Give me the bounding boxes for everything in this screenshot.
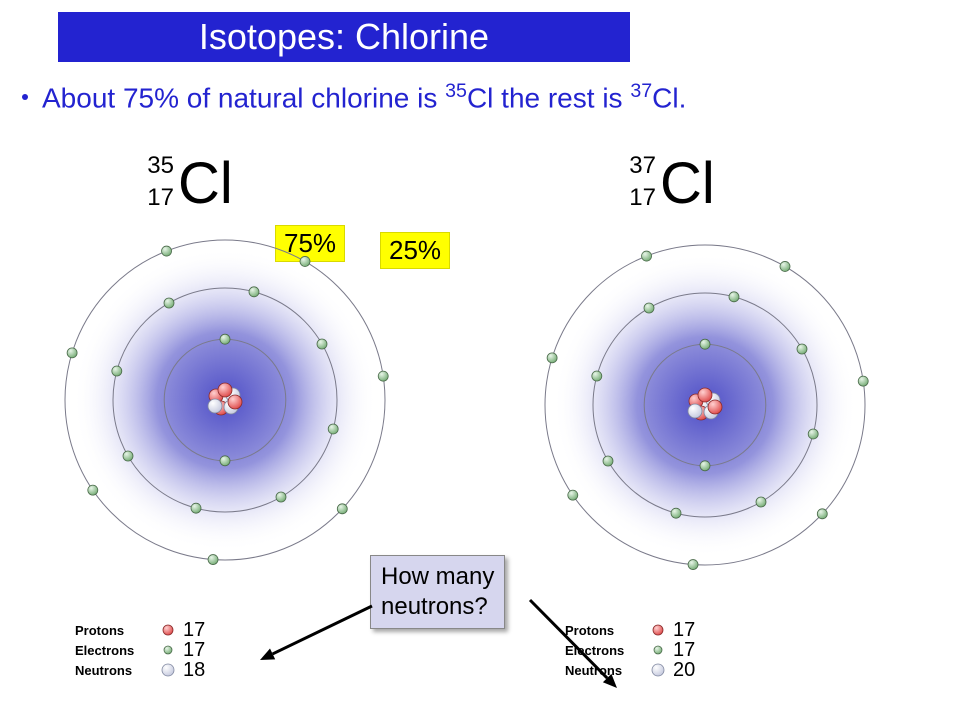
title-bar: Isotopes: Chlorine [58, 12, 630, 62]
legend-label: Neutrons [565, 663, 643, 678]
bullet-sup2: 37 [630, 80, 652, 102]
legend-row: Electrons 17 [75, 640, 213, 660]
legend-row: Neutrons 18 [75, 660, 213, 680]
legend-label: Electrons [565, 643, 643, 658]
isotope-symbol-cl37: 37 17 Cl [660, 150, 715, 217]
mass-number: 37 [629, 152, 660, 180]
question-line2: neutrons? [381, 592, 494, 622]
legend-cl35: Protons 17 Electrons 17 Neutrons 18 [75, 620, 213, 680]
legend-row: Protons 17 [565, 620, 703, 640]
element-symbol: Cl [660, 151, 715, 216]
bullet-text: About 75% of natural chlorine is 35Cl th… [42, 78, 686, 117]
isotope-symbol-cl35: 35 17 Cl [178, 150, 233, 217]
question-line1: How many [381, 562, 494, 592]
atom-diagram-cl37 [535, 235, 875, 575]
atomic-number: 17 [147, 184, 178, 212]
legend-row: Neutrons 20 [565, 660, 703, 680]
bullet-sup1: 35 [445, 80, 467, 102]
legend-label: Protons [75, 623, 153, 638]
legend-dot-icon [153, 642, 183, 658]
legend-value: 20 [673, 659, 703, 682]
element-symbol: Cl [178, 151, 233, 216]
percent-value: 25% [389, 235, 441, 265]
bullet-mid: Cl the rest is [467, 82, 630, 113]
question-box: How many neutrons? [370, 555, 505, 629]
legend-label: Protons [565, 623, 643, 638]
bullet-prefix: About 75% of natural chlorine is [42, 82, 445, 113]
legend-dot-icon [153, 662, 183, 678]
atom-diagram-cl35 [55, 230, 395, 570]
bullet-row: About 75% of natural chlorine is 35Cl th… [22, 78, 938, 117]
legend-cl37: Protons 17 Electrons 17 Neutrons 20 [565, 620, 703, 680]
legend-row: Protons 17 [75, 620, 213, 640]
legend-value: 18 [183, 659, 213, 682]
bullet-dot [22, 94, 28, 100]
legend-dot-icon [643, 622, 673, 638]
legend-row: Electrons 17 [565, 640, 703, 660]
mass-number: 35 [147, 152, 178, 180]
legend-label: Electrons [75, 643, 153, 658]
title-text: Isotopes: Chlorine [199, 16, 489, 58]
legend-dot-icon [643, 642, 673, 658]
legend-label: Neutrons [75, 663, 153, 678]
legend-dot-icon [643, 662, 673, 678]
bullet-suffix: Cl. [652, 82, 686, 113]
legend-dot-icon [153, 622, 183, 638]
atomic-number: 17 [629, 184, 660, 212]
